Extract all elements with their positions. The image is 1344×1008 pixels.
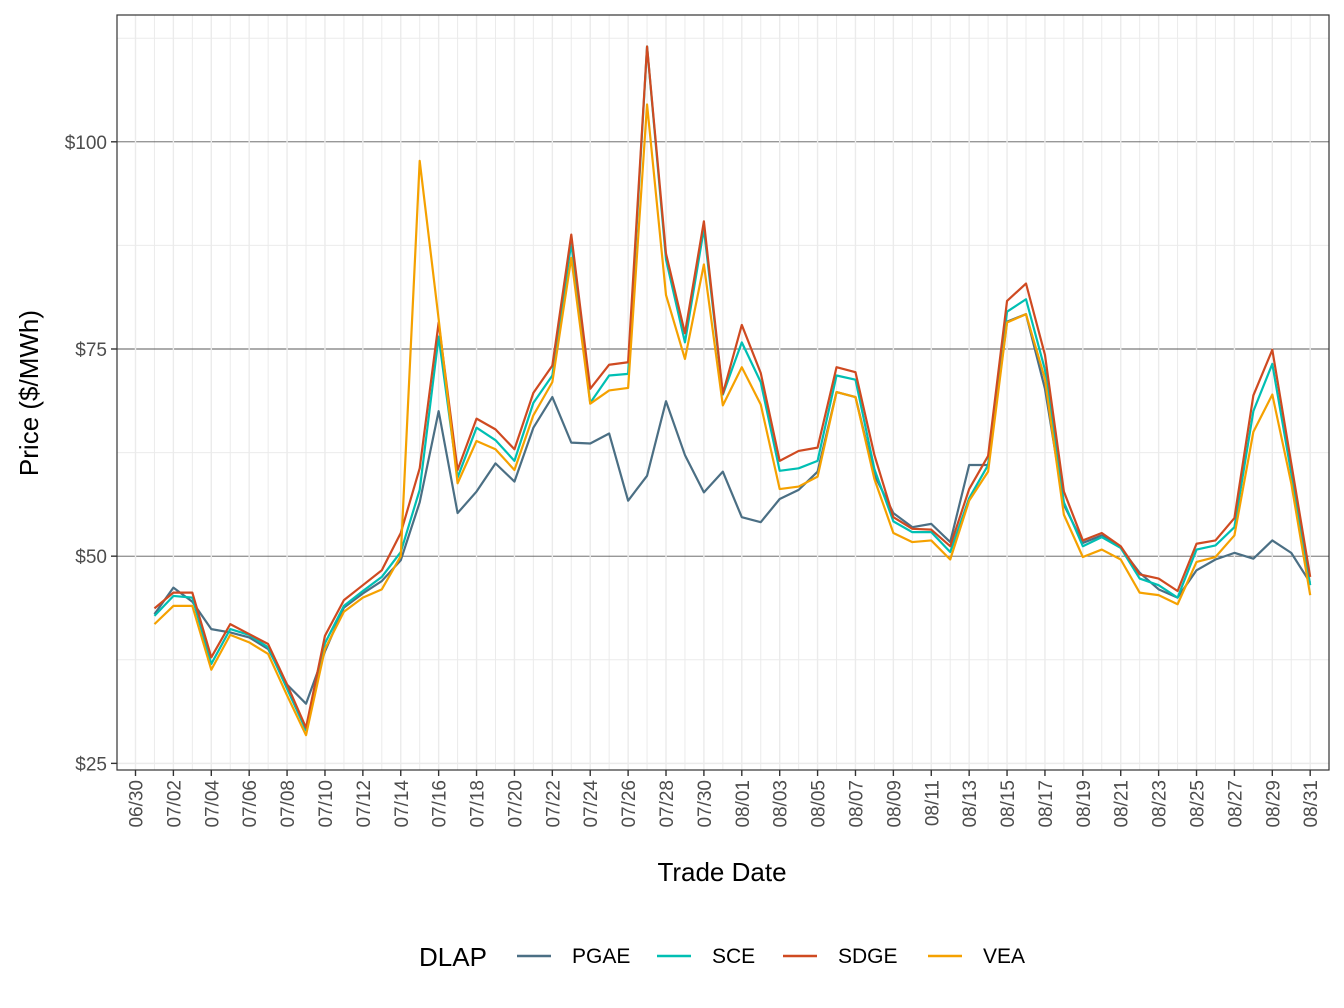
x-tick-label: 08/27 xyxy=(1225,780,1246,828)
legend-item-sdge: SDGE xyxy=(783,945,898,968)
x-tick-label: 07/28 xyxy=(657,780,678,828)
x-tick-label: 08/23 xyxy=(1150,780,1171,828)
x-tick-label: 07/24 xyxy=(581,780,602,828)
legend-label: VEA xyxy=(983,945,1025,968)
x-tick-label: 08/07 xyxy=(846,780,867,828)
major-x-gridlines xyxy=(134,15,1311,770)
y-axis-ticks: $25 $50 $75 $100 xyxy=(65,133,117,775)
x-tick-label: 08/15 xyxy=(998,780,1019,828)
legend-item-vea: VEA xyxy=(928,945,1025,968)
series-line-vea xyxy=(153,103,1312,737)
x-tick-label: 07/10 xyxy=(316,780,337,828)
x-tick-label: 07/22 xyxy=(543,780,564,828)
y-tick-label: $75 xyxy=(75,340,107,361)
series-lines xyxy=(153,45,1312,737)
series-line-sce xyxy=(153,45,1312,732)
x-axis-title: Trade Date xyxy=(657,857,786,887)
y-tick-label: $100 xyxy=(65,133,107,154)
x-tick-label: 08/17 xyxy=(1036,780,1057,828)
legend-label: SCE xyxy=(712,945,755,968)
x-tick-label: 07/30 xyxy=(695,780,716,828)
x-tick-label: 07/06 xyxy=(240,780,261,828)
x-tick-label: 07/26 xyxy=(619,780,640,828)
legend: DLAP PGAE SCE SDGE VEA xyxy=(419,942,1025,972)
x-tick-label: 07/04 xyxy=(202,780,223,828)
legend-title: DLAP xyxy=(419,942,487,972)
legend-items: PGAE SCE SDGE VEA xyxy=(517,945,1025,968)
x-tick-label: 08/05 xyxy=(809,780,830,828)
legend-item-sce: SCE xyxy=(657,945,755,968)
x-tick-label: 08/29 xyxy=(1263,780,1284,828)
x-tick-label: 07/16 xyxy=(430,780,451,828)
x-axis-ticks: 06/30 07/02 07/04 07/06 07/08 07/10 07/12 07/14… xyxy=(127,770,1322,828)
legend-label: SDGE xyxy=(838,945,898,968)
x-tick-label: 08/09 xyxy=(884,780,905,828)
x-tick-label: 07/20 xyxy=(505,780,526,828)
x-tick-label: 07/02 xyxy=(164,780,185,828)
x-tick-label: 08/25 xyxy=(1188,780,1209,828)
x-tick-label: 08/13 xyxy=(960,780,981,828)
x-tick-label: 06/30 xyxy=(127,780,148,828)
x-tick-label: 08/31 xyxy=(1301,780,1322,828)
x-tick-label: 08/11 xyxy=(922,780,943,826)
x-tick-label: 08/21 xyxy=(1112,780,1133,828)
series-line-sdge xyxy=(153,45,1312,729)
y-tick-label: $25 xyxy=(75,754,107,775)
y-tick-label: $50 xyxy=(75,547,107,568)
x-tick-label: 08/19 xyxy=(1074,780,1095,828)
x-tick-label: 07/18 xyxy=(468,780,489,828)
x-tick-label: 07/08 xyxy=(278,780,299,828)
legend-label: PGAE xyxy=(572,945,630,968)
y-axis-title: Price ($/MWh) xyxy=(14,310,44,476)
x-tick-label: 08/01 xyxy=(733,780,754,828)
x-tick-label: 07/14 xyxy=(392,780,413,828)
plot-panel-border xyxy=(116,14,1330,771)
x-tick-label: 08/03 xyxy=(771,780,792,828)
x-tick-label: 07/12 xyxy=(354,780,375,828)
legend-item-pgae: PGAE xyxy=(517,945,630,968)
